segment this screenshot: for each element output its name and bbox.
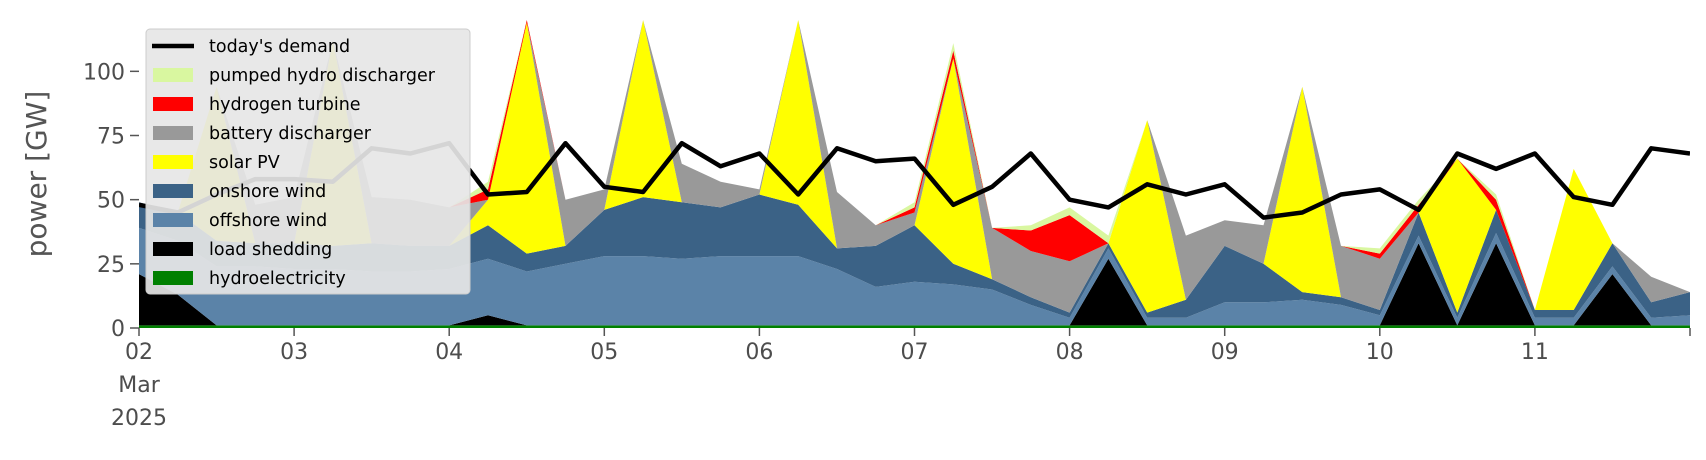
x-tick-label: 10 bbox=[1366, 340, 1394, 365]
x-tick-label: 04 bbox=[435, 340, 463, 365]
y-tick-label: 25 bbox=[97, 253, 125, 278]
legend-swatch bbox=[153, 155, 193, 169]
x-tick-label: 06 bbox=[745, 340, 773, 365]
legend-label: onshore wind bbox=[209, 182, 326, 202]
x-tick-label: 08 bbox=[1056, 340, 1084, 365]
x-tick-label: 09 bbox=[1211, 340, 1239, 365]
y-tick-label: 0 bbox=[111, 317, 125, 342]
legend-swatch bbox=[153, 213, 193, 227]
x-tick-label: 03 bbox=[280, 340, 308, 365]
x-tick-label: 02 bbox=[125, 340, 153, 365]
legend-box bbox=[145, 28, 471, 295]
legend-label: today's demand bbox=[209, 37, 350, 57]
legend-swatch bbox=[153, 184, 193, 198]
legend-label: hydroelectricity bbox=[209, 269, 346, 289]
x-tick-sublabel: 2025 bbox=[111, 406, 167, 431]
y-axis: 0 25 50 75 100 bbox=[83, 60, 139, 342]
area-hydroelectricity bbox=[139, 325, 1690, 328]
legend-label: offshore wind bbox=[209, 211, 327, 231]
legend-swatch bbox=[153, 126, 193, 140]
legend-label: battery discharger bbox=[209, 124, 372, 144]
area-onshore-wind bbox=[139, 194, 1690, 318]
y-tick-label: 75 bbox=[97, 125, 125, 150]
legend-label: hydrogen turbine bbox=[209, 95, 361, 115]
x-axis: 02 03 04 05 06 07 08 09 10 11 Mar 2025 bbox=[111, 328, 1691, 431]
x-tick-sublabel: Mar bbox=[118, 373, 160, 398]
x-tick-label: 11 bbox=[1521, 340, 1549, 365]
area-offshore-wind bbox=[139, 227, 1690, 326]
x-tick-label: 07 bbox=[901, 340, 929, 365]
legend-label: solar PV bbox=[209, 153, 280, 173]
legend-swatch bbox=[153, 271, 193, 285]
legend-swatch bbox=[153, 68, 193, 82]
x-tick-label: 05 bbox=[590, 340, 618, 365]
y-tick-label: 50 bbox=[97, 189, 125, 214]
y-axis-title: power [GW] bbox=[20, 91, 53, 258]
legend: today's demand pumped hydro discharger hyd… bbox=[145, 28, 471, 295]
legend-label: load shedding bbox=[209, 240, 332, 260]
stacked-areas bbox=[139, 20, 1690, 328]
area-solar-pv bbox=[139, 20, 1690, 313]
legend-label: pumped hydro discharger bbox=[209, 66, 436, 86]
y-tick-label: 100 bbox=[83, 60, 125, 85]
legend-swatch bbox=[153, 97, 193, 111]
legend-swatch bbox=[153, 242, 193, 256]
